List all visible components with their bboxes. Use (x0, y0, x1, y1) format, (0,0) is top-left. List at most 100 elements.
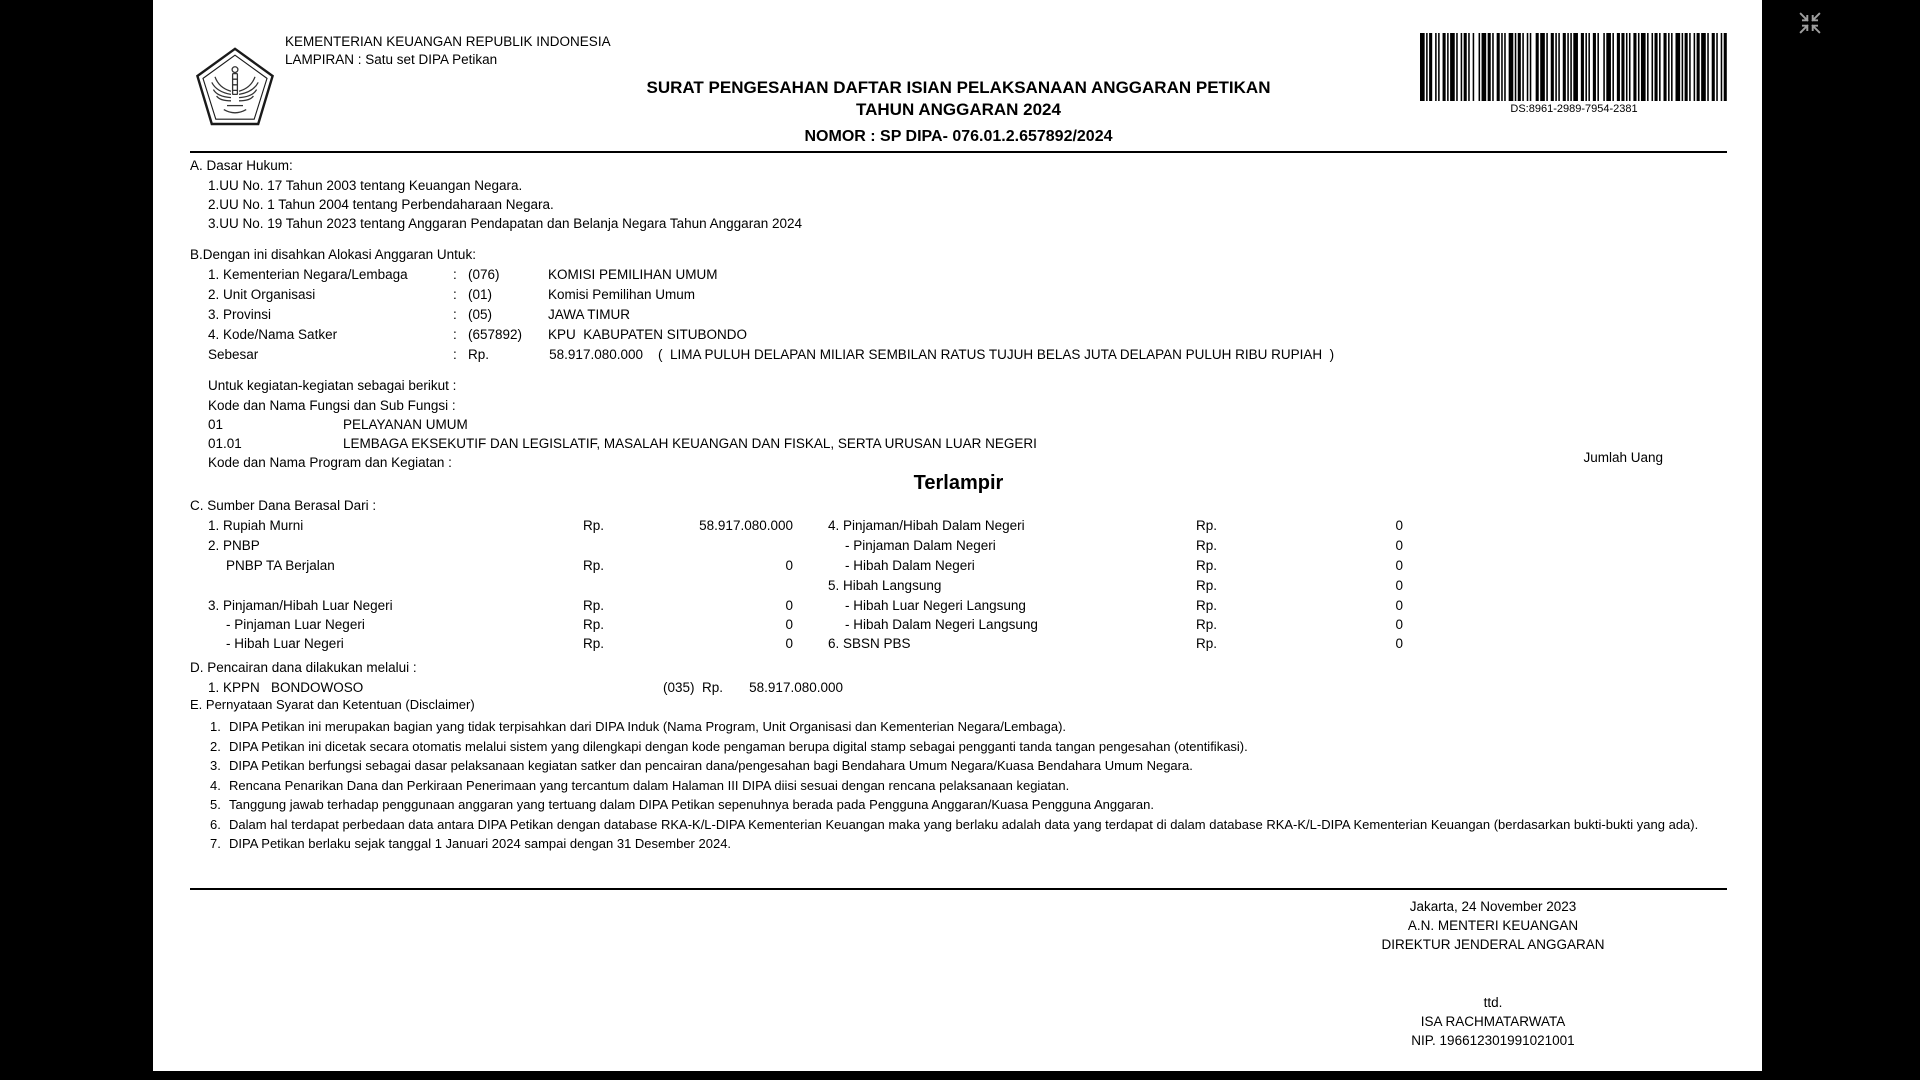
c-left-value: 0 (785, 636, 793, 651)
b-row-label: 1. Kementerian Negara/Lembaga (208, 267, 408, 282)
b-row-value: Komisi Pemilihan Umum (548, 287, 696, 302)
b-row-code: (05) (468, 307, 493, 322)
c-left-label: 1. Rupiah Murni (208, 518, 304, 533)
b-row-code: (657892) (468, 327, 523, 342)
section-d-heading: D. Pencairan dana dilakukan melalui : (190, 660, 417, 675)
sebesar-label: Sebesar (208, 347, 259, 362)
compress-icon (1799, 12, 1821, 34)
c-right-value: 0 (1395, 578, 1403, 593)
c-right-rp: Rp. (1196, 578, 1218, 593)
disclaimer-num: 1. (210, 719, 221, 734)
terlampir-label: Terlampir (913, 472, 1004, 494)
c-right-rp: Rp. (1196, 598, 1218, 613)
c-left-label: 2. PNBP (208, 538, 260, 553)
fungsi-name: LEMBAGA EKSEKUTIF DAN LEGISLATIF, MASALA… (343, 436, 1037, 451)
disclaimer-num: 6. (210, 817, 221, 832)
sebesar-separator: : (453, 347, 457, 362)
disclaimer-num: 2. (210, 739, 221, 754)
b-row-value: KOMISI PEMILIHAN UMUM (548, 267, 718, 282)
c-right-value: 0 (1395, 598, 1403, 613)
kppn-label: 1. KPPN BONDOWOSO (208, 680, 364, 695)
c-left-value: 0 (785, 558, 793, 573)
disclaimer-num: 5. (210, 797, 221, 812)
digital-stamp-barcode (1420, 33, 1727, 101)
exit-fullscreen-button[interactable] (1797, 10, 1823, 36)
document-title-line2: TAHUN ANGGARAN 2024 (856, 100, 1061, 119)
c-right-rp: Rp. (1196, 617, 1218, 632)
barcode-label: DS:8961-2989-7954-2381 (1510, 103, 1638, 115)
c-right-rp: Rp. (1196, 518, 1218, 533)
section-e-heading: E. Pernyataan Syarat dan Ketentuan (Disc… (190, 697, 475, 712)
c-right-value: 0 (1395, 617, 1403, 632)
sebesar-currency: Rp. (468, 347, 490, 362)
c-left-rp: Rp. (583, 617, 605, 632)
c-right-label: - Pinjaman Dalam Negeri (845, 538, 996, 553)
c-right-rp: Rp. (1196, 558, 1218, 573)
disclaimer-text: DIPA Petikan ini merupakan bagian yang t… (229, 719, 1067, 734)
b-row-separator: : (453, 327, 457, 342)
section-a-heading: A. Dasar Hukum: (190, 158, 293, 173)
dasar-hukum-item: 1.UU No. 17 Tahun 2003 tentang Keuangan … (208, 178, 523, 193)
signature-name: ISA RACHMATARWATA (1420, 1014, 1566, 1029)
b-row-label: 2. Unit Organisasi (208, 287, 316, 302)
c-right-rp: Rp. (1196, 538, 1218, 553)
b-row-separator: : (453, 267, 457, 282)
c-right-label: 5. Hibah Langsung (828, 578, 942, 593)
sebesar-amount-words: ( LIMA PULUH DELAPAN MILIAR SEMBILAN RAT… (658, 347, 1335, 362)
c-right-label: 6. SBSN PBS (828, 636, 911, 651)
c-left-label: - Pinjaman Luar Negeri (226, 617, 365, 632)
b-row-code: (076) (468, 267, 500, 282)
kppn-code: (035) Rp. (663, 680, 724, 695)
b-row-label: 4. Kode/Nama Satker (208, 327, 338, 342)
disclaimer-text: Dalam hal terdapat perbedaan data antara… (229, 817, 1699, 832)
disclaimer-text: Rencana Penarikan Dana dan Perkiraan Pen… (229, 778, 1070, 793)
disclaimer-num: 3. (210, 758, 221, 773)
signature-title: DIREKTUR JENDERAL ANGGARAN (1381, 937, 1605, 952)
header-divider-rule (190, 151, 1727, 153)
c-right-rp: Rp. (1196, 636, 1218, 651)
fungsi-heading: Kode dan Nama Fungsi dan Sub Fungsi : (208, 398, 456, 413)
b-row-separator: : (453, 287, 457, 302)
jumlah-uang-label: Jumlah Uang (1583, 450, 1663, 465)
c-right-label: 4. Pinjaman/Hibah Dalam Negeri (828, 518, 1025, 533)
c-right-value: 0 (1395, 558, 1403, 573)
c-left-label: 3. Pinjaman/Hibah Luar Negeri (208, 598, 393, 613)
c-right-label: - Hibah Dalam Negeri Langsung (845, 617, 1038, 632)
disclaimer-text: Tanggung jawab terhadap penggunaan angga… (229, 797, 1154, 812)
fungsi-name: PELAYANAN UMUM (343, 417, 468, 432)
c-left-rp: Rp. (583, 598, 605, 613)
program-heading: Kode dan Nama Program dan Kegiatan : (208, 455, 452, 470)
signature-place-date: Jakarta, 24 November 2023 (1409, 899, 1577, 914)
sebesar-amount: 58.917.080.000 (549, 347, 643, 362)
b-row-code: (01) (468, 287, 493, 302)
disclaimer-text: DIPA Petikan berlaku sejak tanggal 1 Jan… (229, 836, 732, 851)
footer-divider-rule (190, 888, 1727, 890)
signature-ttd: ttd. (1483, 995, 1503, 1010)
dasar-hukum-item: 2.UU No. 1 Tahun 2004 tentang Perbendaha… (208, 197, 554, 212)
section-c-heading: C. Sumber Dana Berasal Dari : (190, 498, 377, 513)
c-right-value: 0 (1395, 538, 1403, 553)
section-b-heading: B.Dengan ini disahkan Alokasi Anggaran U… (190, 247, 476, 262)
c-left-rp: Rp. (583, 518, 605, 533)
disclaimer-text: DIPA Petikan berfungsi sebagai dasar pel… (229, 758, 1193, 773)
lampiran-line: LAMPIRAN : Satu set DIPA Petikan (285, 52, 498, 67)
document-number: NOMOR : SP DIPA- 076.01.2.657892/2024 (804, 128, 1113, 145)
document-title-line1: SURAT PENGESAHAN DAFTAR ISIAN PELAKSANAA… (646, 78, 1271, 97)
b-row-label: 3. Provinsi (208, 307, 272, 322)
fungsi-code: 01 (208, 417, 224, 432)
fungsi-code: 01.01 (208, 436, 242, 451)
c-left-value: 0 (785, 598, 793, 613)
c-right-label: - Hibah Dalam Negeri (845, 558, 975, 573)
dasar-hukum-item: 3.UU No. 19 Tahun 2023 tentang Anggaran … (208, 216, 802, 231)
b-row-separator: : (453, 307, 457, 322)
c-left-label: PNBP TA Berjalan (226, 558, 335, 573)
kemenkeu-logo-icon (196, 47, 274, 126)
c-left-rp: Rp. (583, 558, 605, 573)
b-row-value: KPU KABUPATEN SITUBONDO (548, 327, 748, 342)
c-left-value: 58.917.080.000 (699, 518, 793, 533)
disclaimer-text: DIPA Petikan ini dicetak secara otomatis… (229, 739, 1248, 754)
signature-nip: NIP. 196612301991021001 (1411, 1033, 1575, 1048)
c-right-label: - Hibah Luar Negeri Langsung (845, 598, 1026, 613)
document-page: KEMENTERIAN KEUANGAN REPUBLIK INDONESIA … (153, 0, 1762, 1071)
b-row-value: JAWA TIMUR (548, 307, 631, 322)
